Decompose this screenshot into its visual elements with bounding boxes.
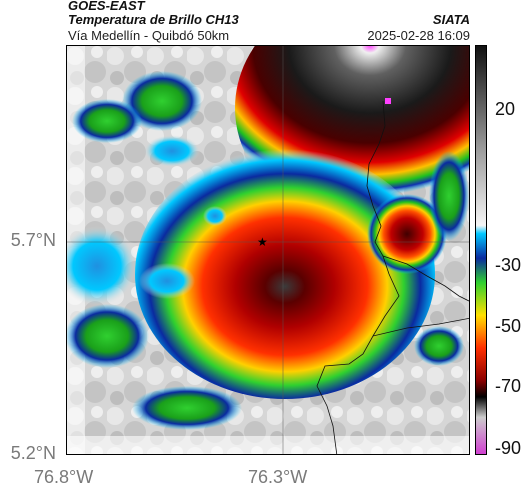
colorbar xyxy=(475,45,487,455)
x-tick-76.8W: 76.8°W xyxy=(34,467,94,487)
organization-label: SIATA xyxy=(432,12,470,27)
colorbar-label-minus50: -50 xyxy=(495,316,522,336)
y-tick-5.7N: 5.7°N xyxy=(10,230,56,250)
station-marker: ★ xyxy=(257,235,268,249)
y-tick-5.2N: 5.2°N xyxy=(10,443,56,463)
title-satellite: GOES-EAST xyxy=(68,0,145,13)
satellite-image: ★ xyxy=(67,46,469,454)
map-frame[interactable]: ★ xyxy=(66,45,470,455)
x-tick-76.3W: 76.3°W xyxy=(248,467,308,487)
title-route: Vía Medellín - Quibdó 50km xyxy=(68,28,230,43)
colorbar-label-minus70: -70 xyxy=(495,376,522,396)
timestamp-label: 2025-02-28 16:09 xyxy=(367,28,470,43)
title-product: Temperatura de Brillo CH13 xyxy=(68,12,239,27)
colorbar-label-20: 20 xyxy=(495,99,516,119)
colorbar-label-minus30: -30 xyxy=(495,255,522,275)
colorbar-label-minus90: -90 xyxy=(495,438,522,458)
